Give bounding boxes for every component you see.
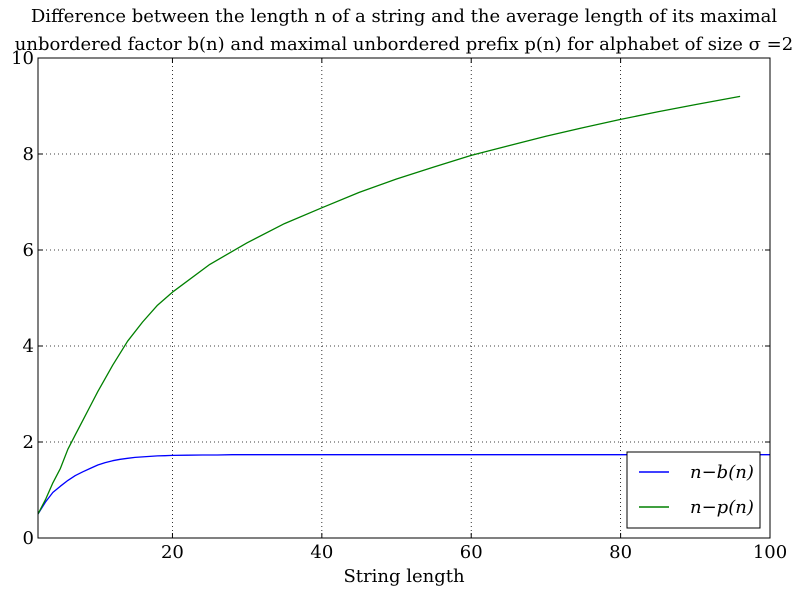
legend-label-n-minus-b: n−b(n) bbox=[690, 462, 754, 483]
x-tick-label: 80 bbox=[609, 542, 632, 563]
series-line-1 bbox=[37, 95, 741, 515]
x-tick-label: 20 bbox=[161, 542, 184, 563]
y-tick-label: 10 bbox=[11, 48, 34, 69]
y-tick-label: 2 bbox=[23, 432, 34, 453]
y-tick-label: 8 bbox=[23, 144, 34, 165]
x-tick-label: 40 bbox=[310, 542, 333, 563]
legend-label-n-minus-p: n−p(n) bbox=[690, 497, 754, 518]
legend: n−b(n) n−p(n) bbox=[626, 451, 761, 529]
plot-area-frame bbox=[37, 57, 771, 539]
y-tick-label: 6 bbox=[23, 240, 34, 261]
chart-title-line-2: unbordered factor b(n) and maximal unbor… bbox=[15, 34, 793, 55]
legend-box bbox=[626, 451, 761, 529]
grid bbox=[38, 58, 770, 538]
series-line-0 bbox=[37, 454, 770, 515]
x-axis-label: String length bbox=[343, 566, 465, 587]
chart-title-line-1: Difference between the length n of a str… bbox=[31, 6, 778, 27]
series-lines bbox=[37, 95, 770, 515]
chart-title: Difference between the length n of a str… bbox=[15, 6, 793, 55]
x-tick-label: 60 bbox=[460, 542, 483, 563]
axis-ticks: 20 40 60 80 100 0 2 4 6 8 10 bbox=[11, 48, 787, 563]
y-tick-label: 4 bbox=[23, 336, 34, 357]
y-tick-label: 0 bbox=[23, 528, 34, 549]
x-tick-label: 100 bbox=[753, 542, 787, 563]
